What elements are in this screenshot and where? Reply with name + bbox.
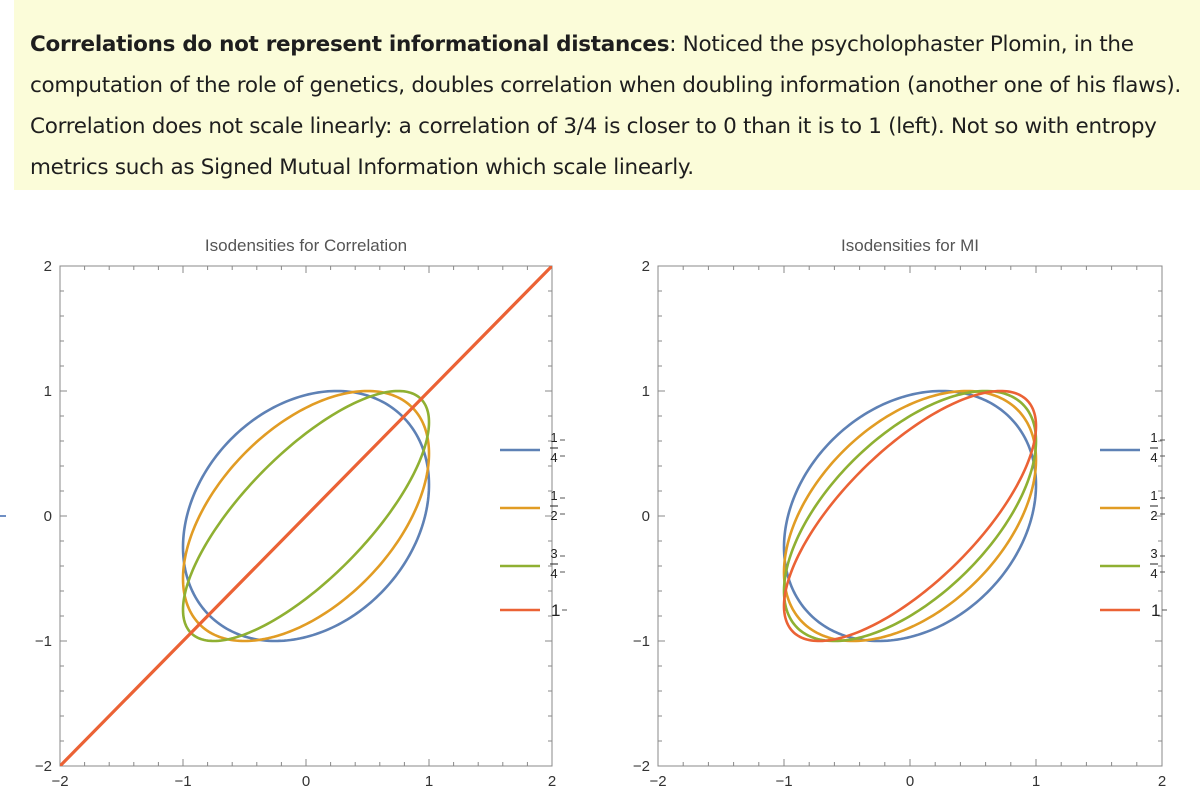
series-ellipse-1/2 <box>782 389 1038 643</box>
stray-marker <box>0 515 6 517</box>
chart-title: Isodensities for Correlation <box>205 236 407 255</box>
legend-numerator: 1 <box>1150 430 1157 445</box>
series-ellipse-3/4 <box>782 389 1038 643</box>
y-tick-label: −1 <box>35 633 52 650</box>
note-body: : Noticed the psycholophaster Plomin, in… <box>30 32 1181 180</box>
legend-numerator: 3 <box>1150 546 1157 561</box>
legend-denominator: 4 <box>550 450 557 465</box>
y-tick-label: −1 <box>633 633 650 650</box>
annotation-note: Correlations do not represent informatio… <box>14 0 1200 190</box>
x-tick-label: 2 <box>1158 773 1166 790</box>
legend-label: 1 <box>551 601 560 620</box>
x-tick-label: 0 <box>302 773 310 790</box>
legend-numerator: 1 <box>550 488 557 503</box>
x-tick-label: 1 <box>425 773 433 790</box>
legend-label: 1 <box>1151 601 1160 620</box>
y-tick-label: 2 <box>44 258 52 275</box>
series-line-1 <box>60 266 552 766</box>
x-tick-label: 2 <box>548 773 556 790</box>
legend-denominator: 4 <box>1150 566 1157 581</box>
y-tick-label: 0 <box>642 508 650 525</box>
y-tick-label: 0 <box>44 508 52 525</box>
legend-numerator: 1 <box>550 430 557 445</box>
legend-denominator: 4 <box>1150 450 1157 465</box>
x-tick-label: −1 <box>775 773 792 790</box>
legend-numerator: 1 <box>1150 488 1157 503</box>
note-heading: Correlations do not represent informatio… <box>30 32 670 57</box>
x-tick-label: 1 <box>1032 773 1040 790</box>
chart-correlation: Isodensities for Correlation −2−2 −1 −1 0 0 1 1… <box>35 236 567 790</box>
chart-mi: Isodensities for MI −2−2 −1 −1 0 0 1 1 2 2 1 4 1 2 3 4 1 <box>633 236 1167 790</box>
y-tick-label: 1 <box>44 383 52 400</box>
x-tick-label: −1 <box>174 773 191 790</box>
legend-denominator: 4 <box>550 566 557 581</box>
series-ellipse-1 <box>782 389 1038 643</box>
series-ellipse-1/4 <box>782 389 1038 643</box>
plot-frame <box>657 265 1163 767</box>
y-tick-label: −2 <box>633 758 650 775</box>
chart-title: Isodensities for MI <box>841 236 979 255</box>
legend-numerator: 3 <box>550 546 557 561</box>
legend-denominator: 2 <box>1150 508 1157 523</box>
legend-denominator: 2 <box>550 508 557 523</box>
y-tick-label: 1 <box>642 383 650 400</box>
x-tick-label: −2 <box>51 773 68 790</box>
y-tick-label: 2 <box>642 258 650 275</box>
x-tick-label: 0 <box>906 773 914 790</box>
y-tick-label: −2 <box>35 758 52 775</box>
x-tick-label: −2 <box>649 773 666 790</box>
